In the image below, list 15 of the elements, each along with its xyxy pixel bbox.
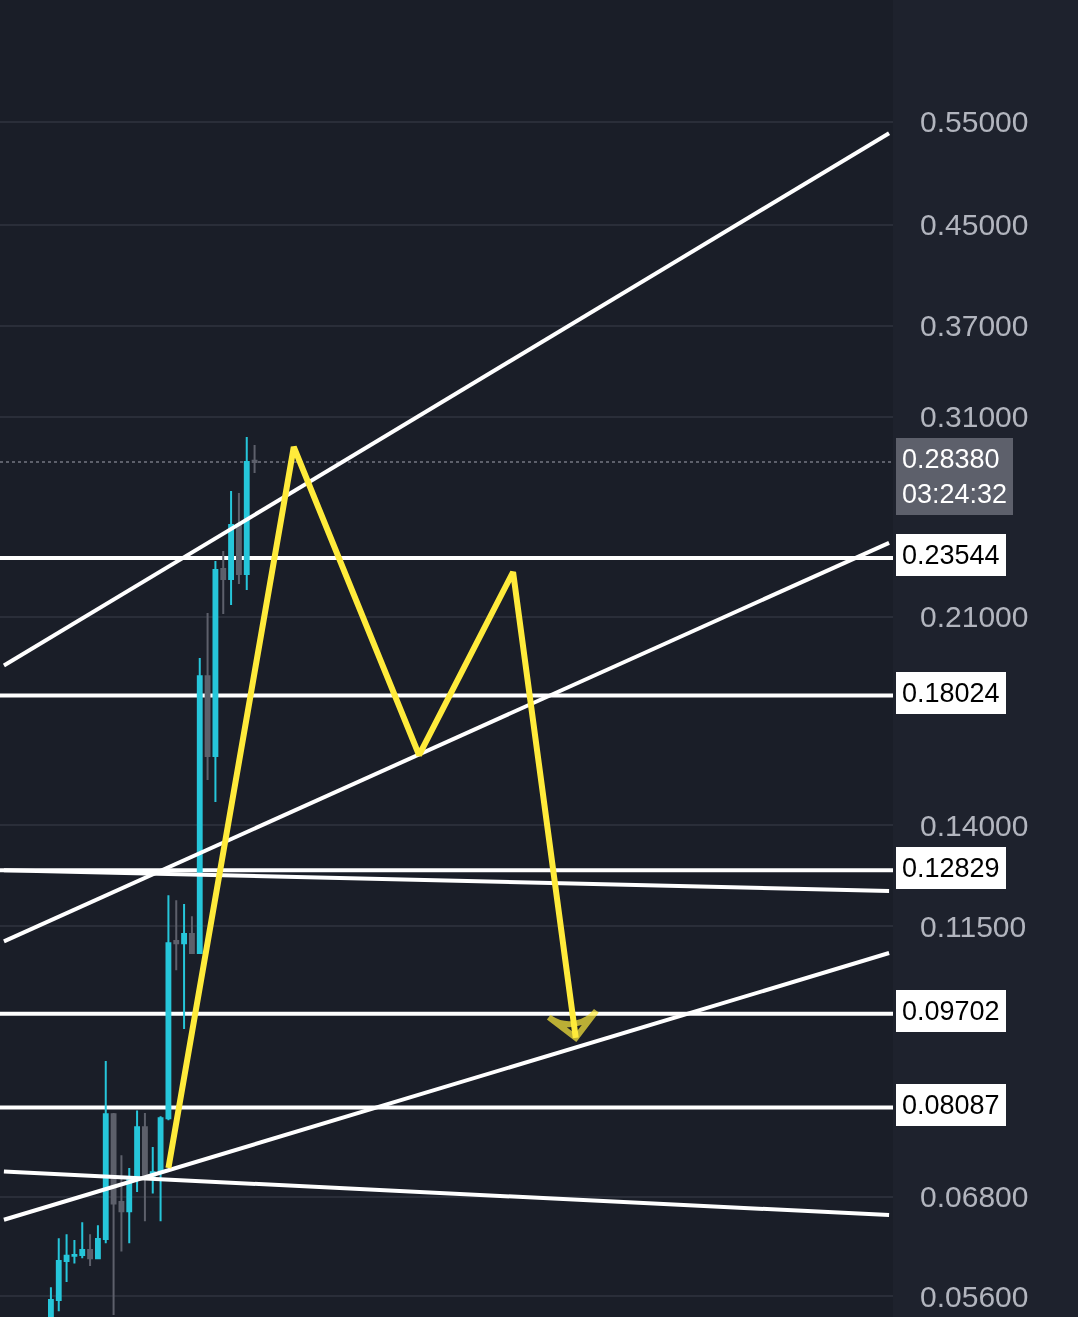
ref-line-label: 0.23544 xyxy=(902,540,1000,570)
ref-line-label: 0.28380 03:24:32 xyxy=(902,444,1008,510)
ref-line-label: 0.09702 xyxy=(902,996,1000,1026)
y-tick-label: 0.45000 xyxy=(920,208,1029,242)
y-tick-label: 0.37000 xyxy=(920,309,1029,343)
ref-line-label: 0.12829 xyxy=(902,853,1000,883)
y-tick-label: 0.21000 xyxy=(920,600,1029,634)
y-tick-label: 0.05600 xyxy=(920,1279,1029,1313)
y-tick-label: 0.06800 xyxy=(920,1180,1029,1214)
ref-line-label: 0.08087 xyxy=(902,1090,1000,1120)
y-tick-label: 0.31000 xyxy=(920,400,1029,434)
y-tick-label: 0.14000 xyxy=(920,808,1029,842)
y-tick-label: 0.11500 xyxy=(920,909,1027,943)
ref-line-label: 0.18024 xyxy=(902,678,1000,708)
y-tick-label: 0.55000 xyxy=(920,105,1029,139)
